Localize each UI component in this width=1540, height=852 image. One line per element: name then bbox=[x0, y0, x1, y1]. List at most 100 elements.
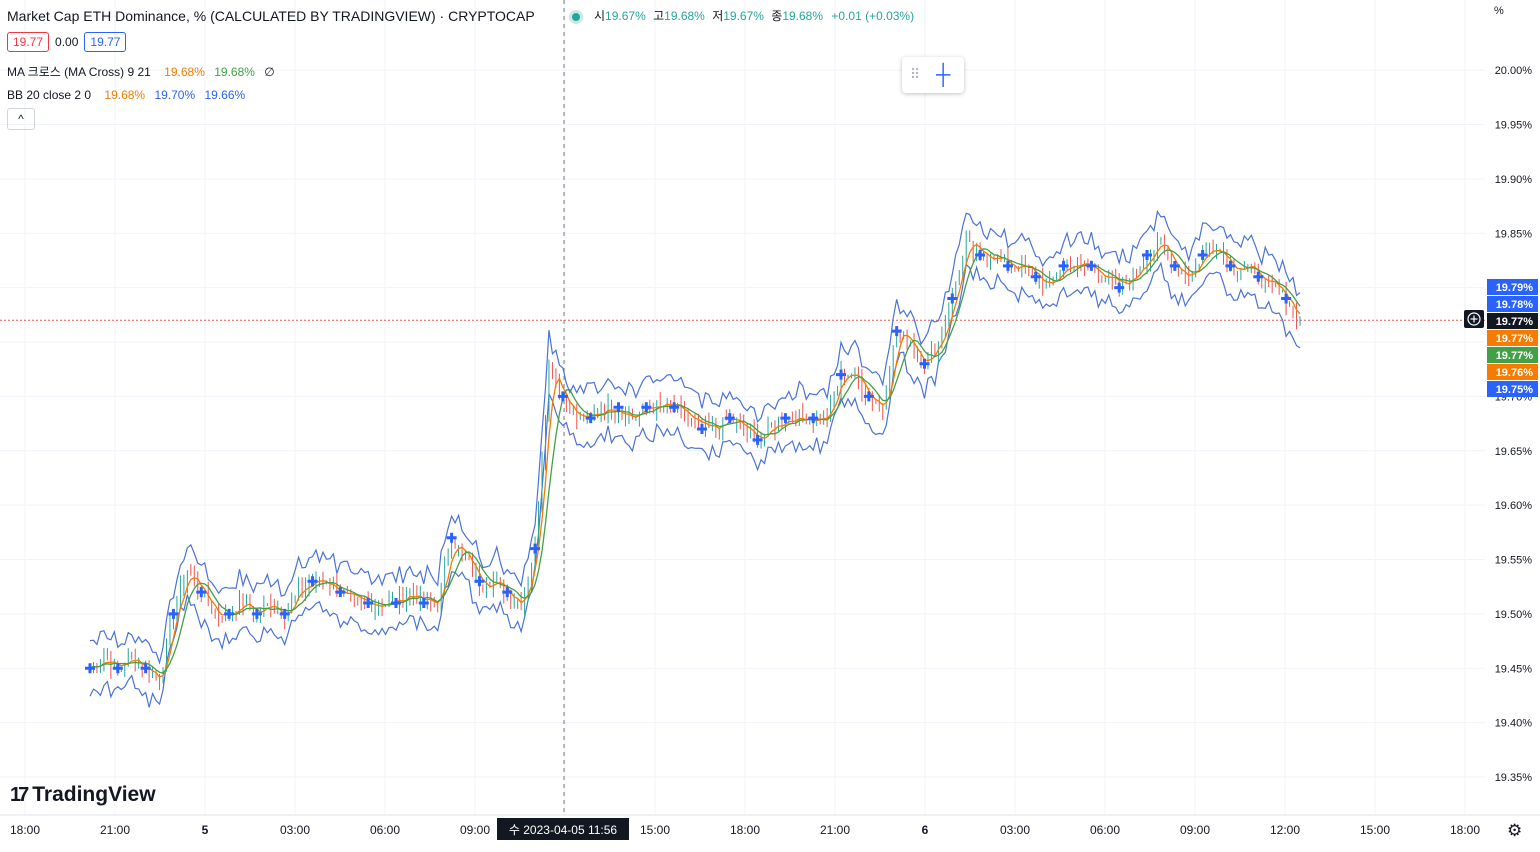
price-badge bbox=[1487, 330, 1538, 346]
ma-cross-marker bbox=[112, 663, 123, 674]
ma-cross-marker bbox=[1030, 271, 1041, 282]
ma-cross-marker bbox=[335, 587, 346, 598]
ma-cross-legend[interactable]: MA 크로스 (MA Cross) 9 21 19.68% 19.68% ∅ bbox=[7, 63, 275, 80]
crosshair-time-label: 수 2023-04-05 11:56 bbox=[497, 818, 629, 840]
bollinger-bands bbox=[89, 209, 1301, 708]
crosshair-plus-button[interactable] bbox=[1464, 310, 1484, 328]
x-tick-label: 15:00 bbox=[1360, 823, 1390, 837]
price-badge bbox=[1487, 381, 1538, 397]
bb-name: BB 20 close 2 0 bbox=[7, 88, 92, 102]
x-tick-label: 15:00 bbox=[640, 823, 670, 837]
ma-cross-marker bbox=[557, 391, 568, 402]
tradingview-logo[interactable]: 17 TradingView bbox=[10, 783, 156, 807]
ma-cross-marker bbox=[752, 434, 763, 445]
ma-cross-marker bbox=[390, 598, 401, 608]
time-axis[interactable]: 18:00 21:00 5 03:00 06:00 09:00 12:00 15:00 18:0… bbox=[10, 823, 1480, 837]
close-label: 종 bbox=[771, 9, 783, 23]
y-tick-label: 19.40% bbox=[1495, 718, 1533, 730]
candlesticks bbox=[92, 230, 1301, 691]
price-badge bbox=[1487, 364, 1538, 380]
ma-cross-marker bbox=[474, 576, 485, 587]
price-axis[interactable]: 20.00%19.95%19.90%19.85%19.80%19.75%19.7… bbox=[1495, 65, 1533, 784]
price-badge-label: 19.75% bbox=[1496, 384, 1534, 396]
ma-slow-line bbox=[89, 248, 1301, 674]
y-tick-label: 19.55% bbox=[1495, 555, 1533, 567]
settings-gear-icon[interactable]: ⚙ bbox=[1507, 821, 1523, 840]
ma-cross-marker bbox=[1142, 250, 1153, 260]
y-tick-label: 19.95% bbox=[1495, 120, 1533, 132]
ma-cross-marker bbox=[641, 402, 652, 413]
buy-sell-row: 19.77 0.00 19.77 bbox=[7, 32, 127, 52]
y-tick-label: 19.35% bbox=[1495, 772, 1533, 784]
ma-cross-marker bbox=[446, 532, 457, 543]
crosshair-icon[interactable]: ┼ bbox=[936, 64, 951, 86]
bb-lower-value: 19.66% bbox=[204, 88, 246, 102]
ma-cross-marker bbox=[1086, 260, 1097, 271]
ma-cross-marker bbox=[696, 424, 707, 434]
symbol-title[interactable]: Market Cap ETH Dominance, % (CALCULATED … bbox=[7, 8, 535, 24]
bb-upper-value: 19.70% bbox=[154, 88, 196, 102]
buy-button[interactable]: 19.77 bbox=[84, 32, 127, 52]
ma-cross-marker bbox=[1197, 250, 1208, 260]
x-tick-label: 21:00 bbox=[820, 823, 850, 837]
ma-cross-marker bbox=[1169, 260, 1180, 271]
ma-cross-marker bbox=[947, 293, 958, 304]
ma-cross-marker bbox=[224, 608, 235, 619]
ma-cross-marker bbox=[168, 608, 179, 619]
tradingview-logo-icon: 17 bbox=[10, 783, 29, 806]
ma-cross-marker bbox=[530, 543, 541, 554]
ma-cross-marker bbox=[1002, 260, 1013, 271]
spread-value: 0.00 bbox=[55, 35, 79, 49]
ma-cross-marker bbox=[724, 413, 735, 424]
x-tick-label: 06:00 bbox=[1090, 823, 1120, 837]
ma-cross-marker bbox=[863, 391, 874, 402]
drag-handle-icon[interactable]: ⠿ bbox=[910, 66, 920, 82]
price-badge bbox=[1487, 279, 1538, 295]
x-tick-label: 12:00 bbox=[1270, 823, 1300, 837]
low-label: 저 bbox=[712, 9, 724, 23]
x-tick-label: 21:00 bbox=[100, 823, 130, 837]
x-tick-label: 03:00 bbox=[280, 823, 310, 837]
ma-cross-marker bbox=[891, 326, 902, 337]
ohlc-legend: 시19.67% 고19.68% 저19.67% 종19.68% +0.01 (+… bbox=[572, 7, 914, 24]
high-label: 고 bbox=[653, 9, 665, 23]
y-tick-label: 19.50% bbox=[1495, 609, 1533, 621]
price-badge-label: 19.77% bbox=[1496, 333, 1534, 345]
x-tick-label: 03:00 bbox=[1000, 823, 1030, 837]
x-tick-label: 18:00 bbox=[10, 823, 40, 837]
y-tick-label: 19.60% bbox=[1495, 500, 1533, 512]
price-badge bbox=[1487, 296, 1538, 312]
floating-toolbar[interactable]: ⠿ ┼ bbox=[902, 57, 964, 93]
collapse-legend-button[interactable]: ^ bbox=[7, 108, 35, 130]
ma-cross-name: MA 크로스 (MA Cross) 9 21 bbox=[7, 65, 151, 79]
x-tick-label: 5 bbox=[202, 823, 209, 837]
chart-grid bbox=[0, 0, 1485, 815]
ma-cross-value-1: 19.68% bbox=[164, 65, 205, 79]
ma-cross-marker bbox=[975, 250, 986, 260]
ma-fast-line bbox=[89, 243, 1301, 678]
y-tick-label: 19.90% bbox=[1495, 174, 1533, 186]
sell-button[interactable]: 19.77 bbox=[7, 32, 50, 52]
ma-cross-marker bbox=[251, 608, 262, 619]
axis-unit-label: % bbox=[1494, 5, 1504, 17]
ma-cross-marker bbox=[1114, 282, 1125, 293]
ma-cross-value-3: ∅ bbox=[264, 65, 275, 79]
ma-cross-marker bbox=[919, 358, 930, 369]
price-badge-label: 19.79% bbox=[1496, 282, 1534, 294]
x-tick-label: 18:00 bbox=[1450, 823, 1480, 837]
bb-legend[interactable]: BB 20 close 2 0 19.68% 19.70% 19.66% bbox=[7, 88, 245, 102]
ma-cross-marker bbox=[307, 576, 318, 587]
ma-cross-marker bbox=[418, 598, 429, 608]
low-value: 19.67% bbox=[723, 9, 764, 23]
y-tick-label: 19.45% bbox=[1495, 663, 1533, 675]
open-value: 19.67% bbox=[605, 9, 646, 23]
ma-cross-marker bbox=[585, 413, 596, 424]
price-badge-label: 19.76% bbox=[1496, 367, 1534, 379]
ma-cross-marker bbox=[808, 413, 819, 424]
ma-cross-marker bbox=[85, 663, 95, 674]
high-value: 19.68% bbox=[664, 9, 705, 23]
open-label: 시 bbox=[594, 9, 606, 23]
ma-cross-marker bbox=[140, 663, 151, 674]
y-tick-label: 19.65% bbox=[1495, 446, 1533, 458]
